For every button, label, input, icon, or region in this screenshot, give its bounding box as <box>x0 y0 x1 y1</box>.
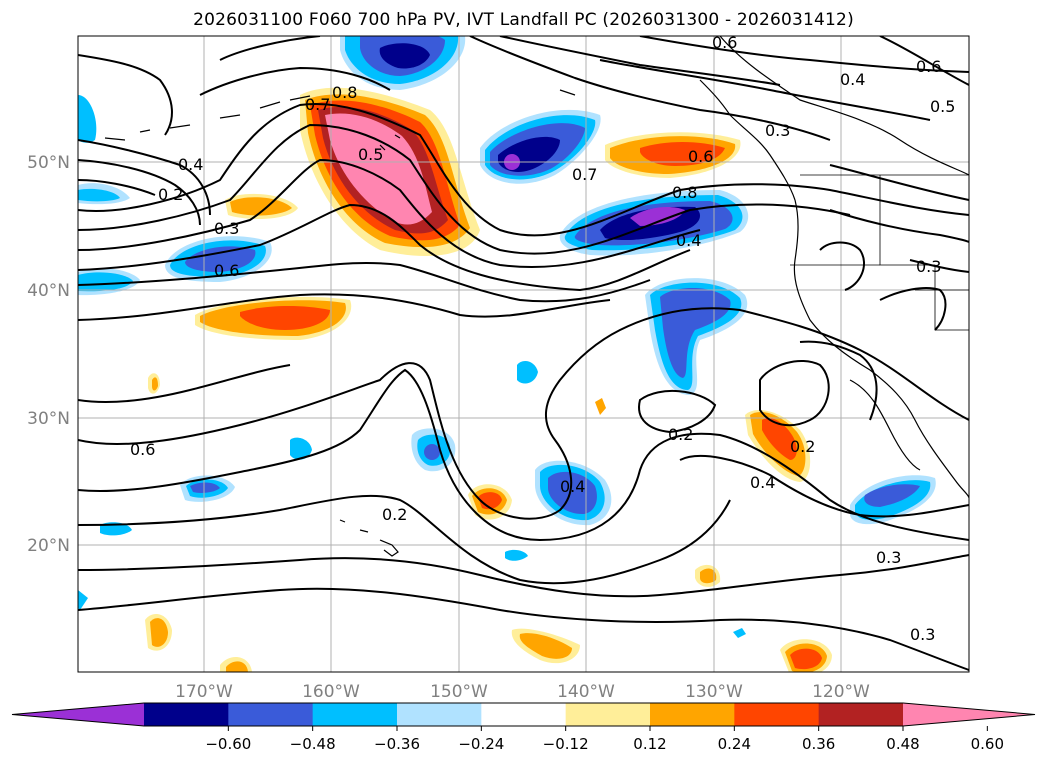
latitude-labels: 50°N 40°N 30°N 20°N <box>27 153 70 556</box>
contour-label: 0.4 <box>840 70 865 89</box>
contour-labels: 0.6 0.4 0.5 0.6 0.7 0.8 0.5 0.3 0.6 0.7 … <box>130 33 955 644</box>
colorbar-tick-label: 0.36 <box>802 735 835 753</box>
pc-contours <box>78 36 969 671</box>
colorbar-tick-label: −0.36 <box>374 735 420 753</box>
lat-label: 20°N <box>27 536 70 556</box>
contour-label: 0.4 <box>676 231 701 250</box>
colorbar-tick-label: 0.48 <box>886 735 919 753</box>
contour-label: 0.6 <box>214 261 239 280</box>
contour-label: 0.6 <box>916 57 941 76</box>
colorbar-extend-max <box>903 703 1035 726</box>
plot-frame <box>77 35 970 673</box>
contour-label: 0.3 <box>910 625 935 644</box>
colorbar-extend-min <box>12 703 144 726</box>
contour-label: 0.3 <box>214 219 239 238</box>
contour-label: 0.3 <box>916 257 941 276</box>
colorbar-swatch <box>734 703 820 726</box>
contour-label: 0.2 <box>158 185 183 204</box>
contour-label: 0.2 <box>790 437 815 456</box>
colorbar-swatch <box>650 703 735 726</box>
contour-label: 0.4 <box>178 155 203 174</box>
contour-label: 0.3 <box>765 121 790 140</box>
graticule <box>78 36 969 672</box>
colorbar-swatch <box>481 703 567 726</box>
colorbar-tick-label: 0.60 <box>971 735 1004 753</box>
colorbar-tick-label: 0.24 <box>718 735 751 753</box>
colorbar-tick-label: 0.12 <box>633 735 666 753</box>
longitude-labels: 170°W 160°W 150°W 140°W 130°W 120°W <box>175 682 870 702</box>
colorbar-swatch <box>228 703 314 726</box>
contour-label: 0.2 <box>668 425 693 444</box>
contour-label: 0.6 <box>130 440 155 459</box>
lon-label: 160°W <box>302 682 360 702</box>
lon-label: 140°W <box>557 682 615 702</box>
lon-label: 130°W <box>685 682 743 702</box>
coastlines <box>104 36 969 557</box>
contour-label: 0.3 <box>876 548 901 567</box>
contour-label: 0.2 <box>382 505 407 524</box>
contour-label: 0.5 <box>358 145 383 164</box>
lon-label: 170°W <box>175 682 233 702</box>
colorbar-tick-label: −0.48 <box>290 735 336 753</box>
colorbar-swatch <box>144 703 229 726</box>
contour-label: 0.6 <box>712 33 737 52</box>
colorbar-swatch <box>818 703 904 726</box>
plot-area: 0.6 0.4 0.5 0.6 0.7 0.8 0.5 0.3 0.6 0.7 … <box>78 33 969 672</box>
contour-label: 0.4 <box>750 473 775 492</box>
colorbar-tick-label: −0.60 <box>205 735 251 753</box>
contour-label: 0.8 <box>332 83 357 102</box>
lat-label: 50°N <box>27 153 70 173</box>
map-title: 2026031100 F060 700 hPa PV, IVT Landfall… <box>193 10 854 30</box>
colorbar: −0.60 −0.48 −0.36 −0.24 −0.12 0.12 0.24 0.36 0.4… <box>11 702 1036 753</box>
colorbar-tick-label: −0.24 <box>458 735 504 753</box>
contour-label: 0.4 <box>560 477 585 496</box>
lat-label: 30°N <box>27 409 70 429</box>
contour-label: 0.8 <box>672 183 697 202</box>
lon-label: 120°W <box>812 682 870 702</box>
colorbar-swatch <box>397 703 482 726</box>
contour-label: 0.7 <box>305 95 330 114</box>
lat-label: 40°N <box>27 281 70 301</box>
colorbar-swatch <box>312 703 398 726</box>
contour-label: 0.5 <box>930 97 955 116</box>
colorbar-swatch <box>565 703 651 726</box>
contour-label: 0.6 <box>688 147 713 166</box>
colorbar-tick-label: −0.12 <box>543 735 589 753</box>
lon-label: 150°W <box>430 682 488 702</box>
colorbar-outline <box>11 702 1036 727</box>
contour-label: 0.7 <box>572 165 597 184</box>
